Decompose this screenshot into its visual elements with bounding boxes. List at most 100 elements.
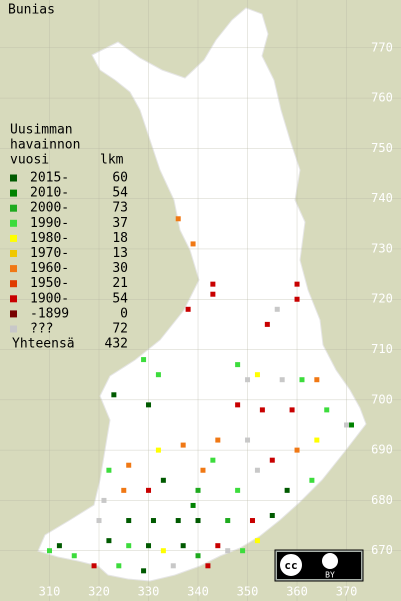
legend-count: 54 (112, 291, 128, 306)
observation-square (324, 407, 330, 413)
x-tick-label: 310 (39, 585, 61, 599)
observation-square (141, 357, 147, 363)
observation-square (254, 372, 260, 378)
observation-square (106, 538, 112, 544)
observation-square (254, 538, 260, 544)
observation-square (215, 437, 221, 443)
by-icon (322, 553, 338, 569)
legend-count: 60 (112, 171, 128, 186)
observation-square (170, 563, 176, 569)
observation-square (155, 372, 161, 378)
observation-square (235, 402, 241, 408)
observation-square (225, 548, 231, 554)
legend-swatch (10, 174, 17, 182)
observation-square (249, 518, 255, 524)
legend-count: 21 (112, 276, 128, 291)
observation-square (190, 502, 196, 508)
legend-count-header: lkm (100, 153, 124, 168)
observation-square (274, 306, 280, 312)
observation-square (200, 467, 206, 473)
observation-square (344, 422, 350, 428)
y-tick-label: 770 (371, 40, 393, 54)
observation-square (240, 548, 246, 554)
observation-square (294, 296, 300, 302)
legend-count: 13 (112, 246, 128, 261)
legend-swatch (10, 280, 17, 288)
y-tick-label: 730 (371, 241, 393, 255)
observation-square (185, 306, 191, 312)
legend-label: 1950- (30, 276, 69, 291)
observation-square (180, 543, 186, 549)
observation-square (180, 442, 186, 448)
legend-swatch (10, 310, 17, 318)
observation-square (141, 568, 147, 574)
observation-square (210, 291, 216, 297)
observation-square (150, 518, 156, 524)
observation-square (299, 377, 305, 383)
observation-square (160, 548, 166, 554)
y-tick-label: 740 (371, 191, 393, 205)
x-tick-label: 340 (187, 585, 209, 599)
legend-swatch (10, 325, 17, 333)
observation-square (225, 518, 231, 524)
legend-count: 72 (112, 322, 128, 337)
x-tick-label: 330 (138, 585, 160, 599)
observation-square (279, 377, 285, 383)
total-count: 432 (105, 337, 128, 352)
observation-square (91, 563, 97, 569)
observation-square (175, 518, 181, 524)
observation-square (269, 457, 275, 463)
legend-swatch (10, 295, 17, 303)
observation-square (264, 321, 270, 327)
legend-label: ??? (30, 322, 53, 337)
x-tick-label: 350 (237, 585, 259, 599)
cc-icon (278, 552, 304, 578)
legend-swatch (10, 265, 17, 273)
observation-square (190, 241, 196, 247)
observation-square (175, 216, 181, 222)
observation-square (101, 497, 107, 503)
y-tick-label: 690 (371, 443, 393, 457)
observation-square (126, 518, 132, 524)
observation-square (235, 487, 241, 493)
observation-square (146, 543, 152, 549)
y-tick-label: 750 (371, 141, 393, 155)
legend-count: 0 (120, 306, 128, 321)
total-label: Yhteensä (12, 337, 75, 352)
observation-square (111, 392, 117, 398)
x-tick-label: 320 (88, 585, 110, 599)
legend-label: 1990- (30, 216, 69, 231)
observation-square (160, 477, 166, 483)
observation-square (195, 487, 201, 493)
observation-square (254, 467, 260, 473)
legend-count: 37 (112, 216, 128, 231)
legend-header: havainnon (10, 138, 80, 153)
legend-count: 54 (112, 186, 128, 201)
observation-square (146, 487, 152, 493)
observation-square (106, 467, 112, 473)
observation-square (56, 543, 62, 549)
observation-square (121, 487, 127, 493)
observation-square (314, 437, 320, 443)
observation-square (245, 437, 251, 443)
legend-header: vuosi (10, 153, 49, 168)
y-tick-label: 680 (371, 493, 393, 507)
observation-square (126, 543, 132, 549)
legend-label: 2000- (30, 201, 69, 216)
y-tick-label: 720 (371, 292, 393, 306)
observation-square (126, 462, 132, 468)
x-tick-label: 370 (336, 585, 358, 599)
observation-square (215, 543, 221, 549)
observation-square (269, 513, 275, 519)
y-tick-label: 760 (371, 91, 393, 105)
legend-swatch (10, 204, 17, 212)
by-text: BY (325, 571, 335, 580)
y-tick-label: 710 (371, 342, 393, 356)
observation-square (314, 377, 320, 383)
y-tick-label: 700 (371, 392, 393, 406)
legend-header: Uusimman (10, 123, 73, 138)
legend-swatch (10, 250, 17, 257)
legend-count: 30 (112, 261, 128, 276)
observation-square (195, 553, 201, 559)
